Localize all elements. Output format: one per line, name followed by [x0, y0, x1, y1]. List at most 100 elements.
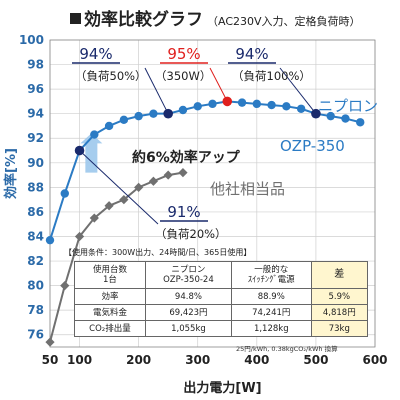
series-line-0	[49, 100, 361, 241]
x-axis-label: 出力電力[W]	[183, 380, 261, 396]
diff-value: 5.9%	[310, 288, 369, 305]
header-cell-diff: 差	[310, 261, 369, 289]
annotation-point	[74, 145, 85, 156]
series-point	[45, 235, 55, 245]
x-tick-label: 500	[303, 353, 328, 367]
y-tick-label: 94	[27, 107, 44, 121]
series-point	[89, 213, 99, 223]
series-point	[237, 98, 247, 107]
x-tick-label: 50	[42, 353, 59, 367]
header-cell: 使用台数 1台	[74, 261, 146, 289]
nipron-value: 69,423円	[144, 304, 232, 321]
series-model-nipron: OZP-350	[280, 137, 345, 155]
y-tick-label: 80	[27, 279, 44, 293]
x-tick-label: 100	[67, 353, 92, 367]
header-cell: 一般的な ｽｲｯﾁﾝｸﾞ電源	[230, 261, 312, 289]
series-point	[60, 189, 69, 198]
series-point	[163, 170, 173, 180]
y-tick-label: 100	[19, 33, 44, 47]
y-tick-label: 96	[27, 82, 44, 96]
y-tick-label: 76	[27, 328, 44, 342]
series-point	[193, 102, 202, 111]
y-tick-label: 86	[27, 205, 44, 219]
y-axis-label: 効率[%]	[3, 148, 19, 199]
series-point	[45, 337, 55, 347]
series-point	[119, 195, 129, 205]
diff-value: 4,818円	[310, 304, 369, 321]
title-main: 効率比較グラフ	[84, 10, 203, 30]
series-point	[252, 99, 262, 109]
series-point	[104, 201, 114, 211]
x-tick-label: 200	[126, 353, 151, 367]
series-point	[341, 114, 350, 123]
row-label: 効率	[74, 288, 146, 305]
series-point	[119, 115, 129, 125]
y-tick-label: 78	[27, 303, 44, 317]
usage-conditions: 【使用条件：300W出力、24時間/日、365日使用】	[64, 248, 252, 257]
title-square-icon	[70, 13, 81, 24]
annotation-load: （負荷50%）	[75, 69, 147, 83]
series-point	[356, 118, 365, 127]
diff-value: 73kg	[310, 320, 369, 337]
annotation-leader	[79, 150, 159, 225]
series-point	[296, 104, 306, 113]
efficiency-up-label: 約6%効率アップ	[132, 149, 241, 166]
series-line-1	[49, 171, 184, 343]
series-point	[104, 121, 114, 131]
y-tick-label: 84	[27, 229, 44, 243]
chart-title: 効率比較グラフ （AC230V入力、定格負荷時）	[70, 5, 361, 30]
comparison-header-row: 使用台数 1台 ニプロン OZP-350-24 一般的な ｽｲｯﾁﾝｸﾞ電源 差	[74, 261, 369, 289]
table-row: 電気料金 69,423円 74,241円 4,818円	[74, 304, 369, 321]
annotation-leader	[279, 67, 317, 114]
table-footnote: 25円/kWh, 0.38kgCO₂/kWh 換算	[236, 345, 338, 353]
annotation-load: （350W）	[155, 69, 211, 83]
series-point	[282, 102, 291, 111]
y-tick-label: 88	[27, 180, 44, 194]
x-tick-label: 600	[362, 353, 387, 367]
nipron-value: 94.8%	[144, 288, 232, 305]
annotation-point	[311, 108, 321, 119]
series-point	[74, 231, 85, 242]
header-cell: ニプロン OZP-350-24	[144, 261, 232, 289]
general-value: 1,128kg	[230, 320, 312, 337]
x-tick-label: 400	[244, 353, 269, 367]
annotation-point	[222, 96, 233, 107]
series-name-other: 他社相当品	[210, 180, 285, 198]
annotation-load: （負荷100%）	[232, 69, 311, 83]
nipron-value: 1,055kg	[144, 320, 232, 337]
annotation-percent: 94%	[79, 45, 112, 63]
plot-frame	[49, 39, 376, 348]
row-label: CO₂排出量	[74, 320, 146, 337]
general-value: 88.9%	[230, 288, 312, 305]
series-point	[178, 168, 188, 178]
series-point	[326, 111, 335, 121]
annotation-percent: 94%	[235, 45, 268, 63]
annotation-percent: 91%	[167, 203, 200, 221]
table-row: 効率 94.8% 88.9% 5.9%	[74, 288, 369, 305]
annotation-leader	[209, 67, 228, 102]
series-point	[60, 281, 70, 291]
series-point	[90, 130, 99, 139]
annotation-percent: 95%	[167, 45, 200, 63]
row-label: 電気料金	[74, 304, 146, 321]
series-name-nipron: ニプロン	[318, 97, 378, 115]
series-point	[178, 105, 188, 115]
comparison-table: 使用台数 1台 ニプロン OZP-350-24 一般的な ｽｲｯﾁﾝｸﾞ電源 差…	[74, 261, 369, 337]
series-point	[267, 100, 276, 110]
title-subtitle: （AC230V入力、定格負荷時）	[207, 15, 361, 28]
series-point	[149, 109, 158, 118]
annotation-load: （負荷20%）	[155, 227, 227, 241]
series-point	[208, 99, 217, 109]
series-point	[134, 182, 144, 192]
y-tick-label: 90	[27, 156, 44, 170]
x-tick-label: 300	[185, 353, 210, 367]
annotation-leader	[144, 67, 169, 114]
y-tick-label: 92	[27, 131, 44, 145]
series-point	[148, 176, 159, 186]
y-tick-label: 98	[27, 58, 44, 72]
series-point	[134, 111, 143, 121]
table-row: CO₂排出量 1,055kg 1,128kg 73kg	[74, 320, 369, 337]
y-tick-label: 82	[27, 254, 44, 268]
general-value: 74,241円	[230, 304, 312, 321]
